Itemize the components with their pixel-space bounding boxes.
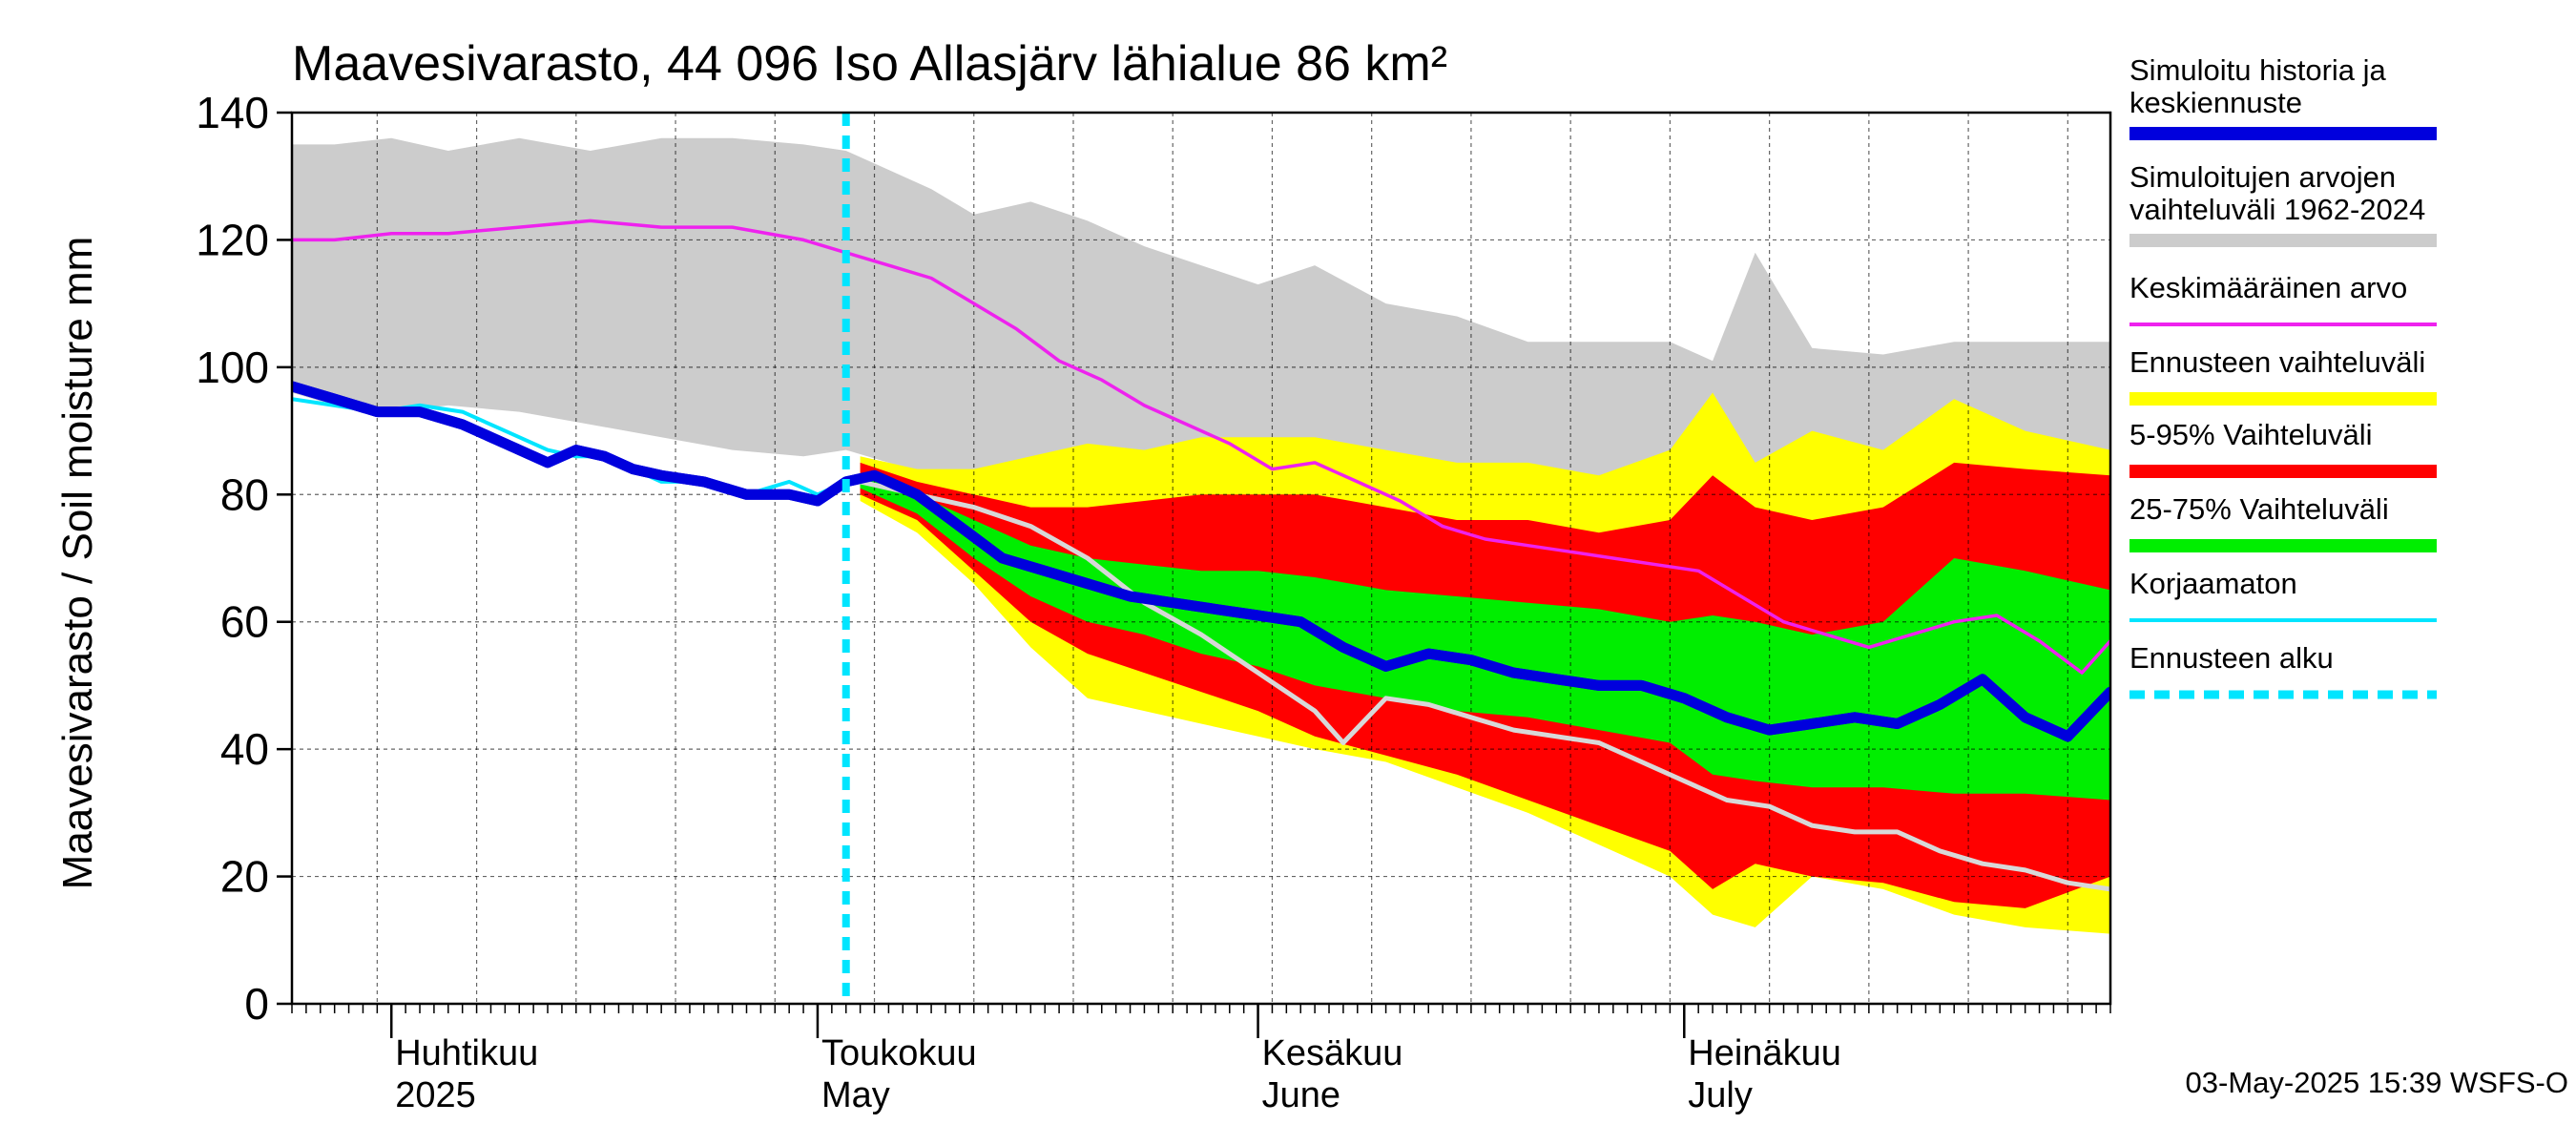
y-tick-label: 60	[220, 597, 269, 647]
timestamp: 03-May-2025 15:39 WSFS-O	[2186, 1066, 2568, 1099]
legend-item-label: 5-95% Vaihteluväli	[2129, 418, 2372, 451]
legend-item-label: Ennusteen vaihteluväli	[2129, 345, 2425, 379]
legend-item-label: Ennusteen alku	[2129, 641, 2334, 675]
chart-title: Maavesivarasto, 44 096 Iso Allasjärv läh…	[292, 36, 1447, 92]
month-label: Heinäkuu	[1688, 1033, 1841, 1073]
y-tick-label: 80	[220, 469, 269, 519]
legend-item-label: Simuloitujen arvojen	[2129, 160, 2396, 194]
month-sublabel: May	[821, 1075, 890, 1115]
uncorrected-forecast-line	[858, 479, 2110, 892]
y-tick-label: 0	[244, 979, 269, 1029]
p25-75-band	[860, 475, 2110, 801]
month-label: Toukokuu	[821, 1033, 977, 1073]
month-sublabel: July	[1688, 1075, 1753, 1115]
month-label: Huhtikuu	[395, 1033, 538, 1073]
legend-item-label: keskiennuste	[2129, 86, 2302, 119]
legend-item-label: vaihteluväli 1962-2024	[2129, 193, 2425, 226]
y-axis-label: Maavesivarasto / Soil moisture mm	[54, 237, 101, 890]
grid-layer	[292, 113, 2110, 1004]
month-sublabel: 2025	[395, 1075, 476, 1115]
month-sublabel: June	[1262, 1075, 1340, 1115]
legend-item-label: Korjaamaton	[2129, 567, 2297, 600]
main-series-line	[292, 381, 2110, 742]
bands-layer	[292, 137, 2110, 934]
plot-area	[292, 113, 2110, 1004]
series-1-line	[292, 219, 2110, 675]
y-tick-label: 20	[220, 852, 269, 902]
y-tick-label: 100	[196, 343, 269, 392]
y-tick-label: 140	[196, 88, 269, 137]
legend-item-label: Keskimääräinen arvo	[2129, 271, 2407, 304]
month-label: Kesäkuu	[1262, 1033, 1403, 1073]
y-tick-label: 120	[196, 215, 269, 264]
legend-item-label: Simuloitu historia ja	[2129, 53, 2387, 87]
legend-item-label: 25-75% Vaihteluväli	[2129, 492, 2389, 526]
y-tick-label: 40	[220, 724, 269, 774]
series-layer	[292, 113, 2110, 1004]
